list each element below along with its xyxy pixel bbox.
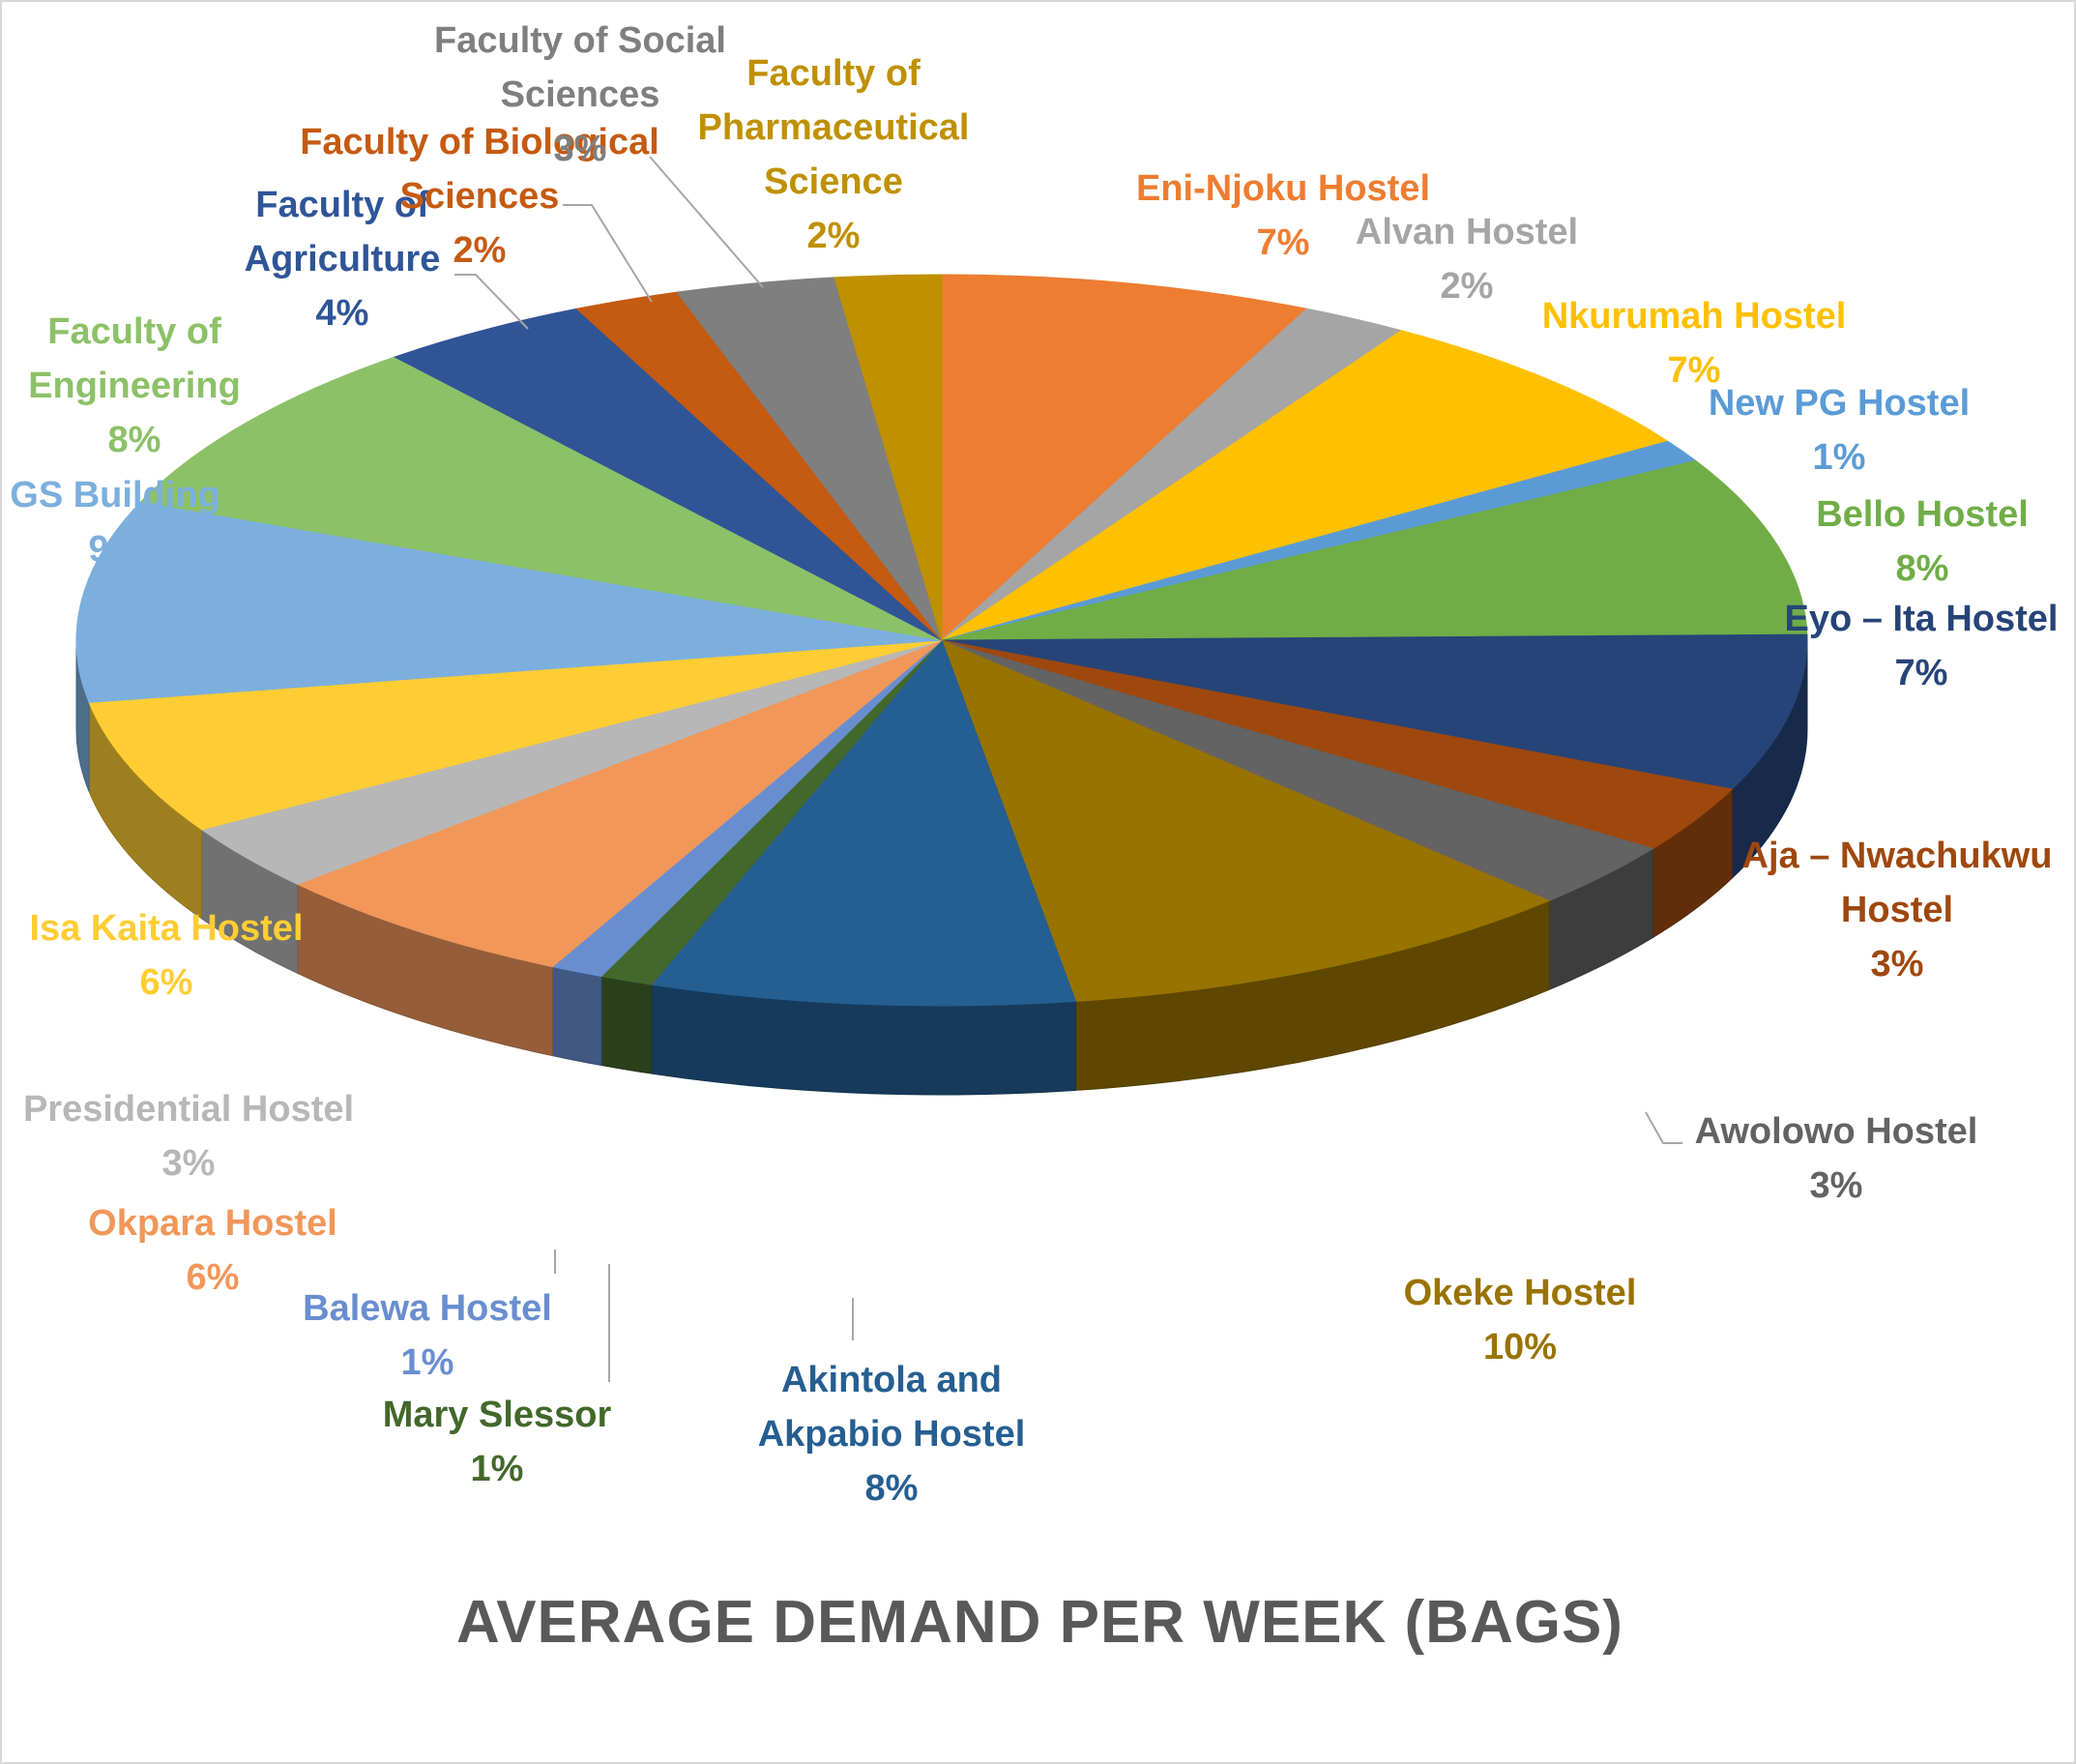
name-label-faculty-of-agriculture: Faculty of (255, 185, 429, 225)
percent-label-faculty-of-agriculture: 4% (316, 293, 369, 334)
name-label-okeke-hostel: Okeke Hostel (1404, 1273, 1637, 1313)
percent-label-okeke-hostel: 10% (1483, 1327, 1557, 1367)
name-label-mary-slessor: Mary Slessor (383, 1395, 612, 1435)
percent-label-gs-building: 9% (89, 529, 142, 570)
name-label-awolowo-hostel: Awolowo Hostel (1695, 1111, 1978, 1152)
name-label-gs-building: GS Building (10, 475, 219, 515)
name-label-akintola-and-akpabio-hostel: Akintola and (781, 1360, 1002, 1400)
percent-label-new-pg-hostel: 1% (1813, 437, 1866, 478)
name-label-aja-nwachukwu-hostel: Aja – Nwachukwu (1742, 836, 2053, 876)
name-label-nkurumah-hostel: Nkurumah Hostel (1542, 296, 1847, 337)
percent-label-aja-nwachukwu-hostel: 3% (1871, 944, 1924, 985)
name-label-okpara-hostel: Okpara Hostel (88, 1203, 337, 1244)
name-label-faculty-of-biological-sciences: Faculty of Biological (300, 122, 659, 162)
percent-label-faculty-of-social-sciences: 3% (554, 129, 607, 169)
percent-label-presidential-hostel: 3% (162, 1143, 216, 1184)
label-group-faculty-of-biological-sciences: Faculty of Biological Sciences 2% (300, 122, 659, 271)
label-group-faculty-of-social-sciences: Faculty of Social Sciences 3% (434, 20, 726, 169)
percent-label-bello-hostel: 8% (1896, 548, 1949, 589)
slice-akintola-and-akpabio-hostel[interactable] (650, 639, 1077, 1007)
name-label-aja-nwachukwu-hostel: Hostel (1841, 890, 1953, 930)
slice-faculty-of-pharmaceutical-science[interactable] (833, 274, 943, 641)
label-group-akintola-and-akpabio-hostel: Akintola and Akpabio Hostel 8% (758, 1360, 1026, 1509)
leader-faculty-of-biological-sciences (563, 204, 653, 303)
label-group-alvan-hostel: Alvan Hostel 2% (1356, 212, 1578, 307)
name-label-faculty-of-social-sciences: Faculty of Social (434, 20, 726, 61)
leader-lines (454, 156, 1682, 1382)
percent-label-balewa-hostel: 1% (401, 1342, 454, 1383)
label-group-faculty-of-agriculture: Faculty of Agriculture 4% (245, 185, 441, 334)
name-label-balewa-hostel: Balewa Hostel (303, 1288, 552, 1329)
label-group-okeke-hostel: Okeke Hostel 10% (1404, 1273, 1637, 1367)
percent-label-eni-njoku-hostel: 7% (1257, 222, 1310, 263)
slice-okpara-hostel[interactable] (296, 639, 943, 968)
leader-faculty-of-social-sciences (649, 156, 764, 288)
label-group-nkurumah-hostel: Nkurumah Hostel 7% (1542, 296, 1847, 391)
name-label-new-pg-hostel: New PG Hostel (1709, 383, 1970, 424)
slice-faculty-of-engineering[interactable] (139, 356, 943, 641)
percent-label-faculty-of-biological-sciences: 2% (453, 230, 507, 271)
name-label-alvan-hostel: Alvan Hostel (1356, 212, 1578, 252)
slice-okeke-hostel[interactable] (941, 639, 1551, 1002)
label-group-eni-njoku-hostel: Eni-Njoku Hostel 7% (1136, 168, 1430, 263)
percent-label-awolowo-hostel: 3% (1810, 1165, 1863, 1206)
label-group-bello-hostel: Bello Hostel 8% (1816, 494, 2029, 589)
label-group-faculty-of-engineering: Faculty of Engineering 8% (28, 311, 241, 460)
name-label-presidential-hostel: Presidential Hostel (23, 1089, 354, 1130)
name-label-eyo-ita-hostel: Eyo – Ita Hostel (1785, 599, 2059, 639)
name-label-bello-hostel: Bello Hostel (1816, 494, 2029, 535)
name-label-faculty-of-social-sciences: Sciences (501, 74, 660, 115)
label-group-eyo-ita-hostel: Eyo – Ita Hostel 7% (1785, 599, 2059, 693)
label-group-okpara-hostel: Okpara Hostel 6% (88, 1203, 337, 1298)
name-label-akintola-and-akpabio-hostel: Akpabio Hostel (758, 1414, 1026, 1455)
name-label-faculty-of-biological-sciences: Sciences (400, 176, 560, 217)
slice-bello-hostel[interactable] (941, 459, 1808, 641)
label-group-awolowo-hostel: Awolowo Hostel 3% (1695, 1111, 1978, 1206)
percent-label-mary-slessor: 1% (471, 1449, 524, 1489)
slice-eni-njoku-hostel[interactable] (941, 274, 1308, 642)
pie-top-layer (75, 274, 1808, 1007)
percent-label-eyo-ita-hostel: 7% (1895, 653, 1948, 693)
name-label-faculty-of-pharmaceutical-science: Science (764, 162, 903, 202)
name-label-faculty-of-pharmaceutical-science: Faculty of (746, 53, 921, 94)
percent-label-okpara-hostel: 6% (187, 1257, 240, 1298)
label-group-isa-kaita-hostel: Isa Kaita Hostel 6% (30, 908, 304, 1003)
chart-title: AVERAGE DEMAND PER WEEK (BAGS) (456, 1589, 1623, 1656)
label-group-mary-slessor: Mary Slessor 1% (383, 1395, 612, 1489)
label-group-new-pg-hostel: New PG Hostel 1% (1709, 383, 1970, 478)
slice-faculty-of-agriculture[interactable] (393, 308, 943, 641)
slice-isa-kaita-hostel[interactable] (88, 639, 943, 831)
name-label-faculty-of-agriculture: Agriculture (245, 239, 441, 279)
leader-awolowo-hostel (1645, 1111, 1682, 1144)
side-balewa-hostel (551, 965, 602, 1067)
name-label-faculty-of-engineering: Engineering (28, 366, 241, 406)
slice-labels: Eni-Njoku Hostel 7% Alvan Hostel 2% Nkurumah… (10, 20, 2058, 1509)
name-label-eni-njoku-hostel: Eni-Njoku Hostel (1136, 168, 1430, 209)
pie-side-layer (75, 639, 1808, 1096)
slice-eyo-ita-hostel[interactable] (941, 633, 1808, 790)
label-group-aja-nwachukwu-hostel: Aja – Nwachukwu Hostel 3% (1742, 836, 2053, 985)
label-group-gs-building: GS Building 9% (10, 475, 219, 570)
percent-label-isa-kaita-hostel: 6% (140, 962, 193, 1003)
slice-nkurumah-hostel[interactable] (941, 330, 1670, 641)
name-label-faculty-of-engineering: Faculty of (47, 311, 221, 352)
leader-faculty-of-agriculture (454, 274, 529, 330)
name-label-faculty-of-pharmaceutical-science: Pharmaceutical (698, 107, 970, 148)
label-group-presidential-hostel: Presidential Hostel 3% (23, 1089, 354, 1184)
percent-label-faculty-of-pharmaceutical-science: 2% (807, 216, 861, 256)
percent-label-akintola-and-akpabio-hostel: 8% (865, 1468, 919, 1509)
percent-label-nkurumah-hostel: 7% (1668, 350, 1721, 391)
label-group-faculty-of-pharmaceutical-science: Faculty of Pharmaceutical Science 2% (698, 53, 970, 256)
percent-label-alvan-hostel: 2% (1441, 266, 1494, 307)
percent-label-faculty-of-engineering: 8% (108, 420, 161, 460)
label-group-balewa-hostel: Balewa Hostel 1% (303, 1288, 552, 1383)
slice-gs-building[interactable] (75, 501, 943, 703)
name-label-isa-kaita-hostel: Isa Kaita Hostel (30, 908, 304, 949)
side-mary-slessor (600, 975, 653, 1074)
